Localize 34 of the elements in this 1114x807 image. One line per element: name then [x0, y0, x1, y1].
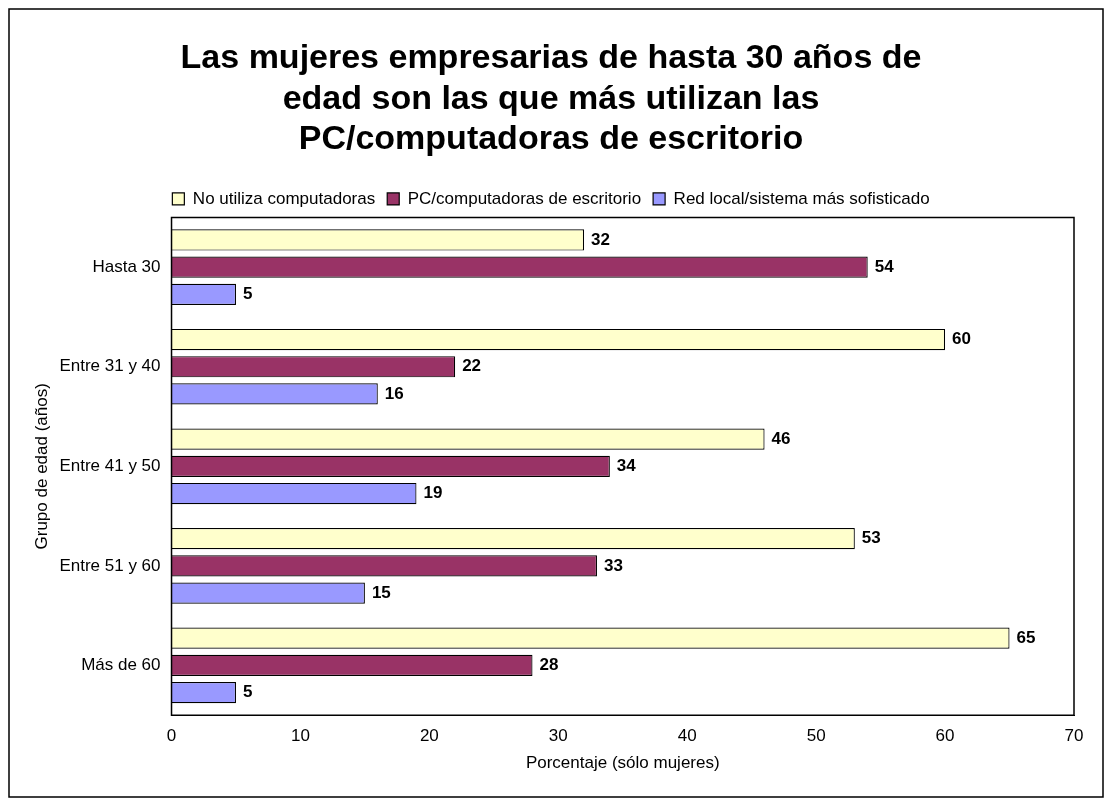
x-tick-label: 40 — [677, 726, 697, 746]
y-tick-label: Entre 31 y 40 — [59, 356, 161, 376]
data-label: 32 — [591, 229, 610, 249]
x-tick-label: 60 — [935, 726, 955, 746]
x-tick-label: 0 — [166, 726, 177, 746]
x-tick-label: 70 — [1064, 726, 1084, 746]
y-tick-label: Más de 60 — [81, 655, 161, 675]
x-tick-label: 50 — [806, 726, 826, 746]
legend-label: PC/computadoras de escritorio — [407, 188, 642, 208]
chart-title: Las mujeres empresarias de hasta 30 años de edad son las que más utilizan las PC/computadoras de escritorio — [180, 36, 922, 157]
data-label: 22 — [462, 356, 482, 376]
x-tick-label: 20 — [419, 726, 439, 746]
y-tick-label: Hasta 30 — [92, 256, 161, 276]
y-tick-label: Entre 51 y 60 — [59, 555, 161, 575]
data-label: 65 — [1016, 627, 1036, 647]
x-tick-label: 30 — [548, 726, 568, 746]
data-label: 16 — [384, 383, 404, 403]
data-label: 53 — [861, 528, 881, 548]
data-label: 33 — [603, 555, 623, 575]
data-label: 5 — [242, 284, 253, 304]
data-label: 34 — [616, 455, 637, 475]
data-label: 5 — [242, 682, 253, 702]
legend-label: No utiliza computadoras — [192, 188, 376, 208]
y-tick-label: Entre 41 y 50 — [59, 455, 161, 475]
data-label: 19 — [423, 483, 443, 503]
data-label: 54 — [874, 256, 895, 276]
data-label: 60 — [952, 329, 971, 349]
x-axis-title: Porcentaje (sólo mujeres) — [525, 753, 720, 773]
x-tick-label: 10 — [290, 726, 310, 746]
data-label: 28 — [539, 655, 559, 675]
data-label: 46 — [771, 428, 791, 448]
legend-label: Red local/sistema más sofisticado — [673, 188, 930, 208]
data-label: 15 — [371, 582, 391, 602]
y-axis-title: Grupo de edad (años) — [31, 383, 51, 550]
